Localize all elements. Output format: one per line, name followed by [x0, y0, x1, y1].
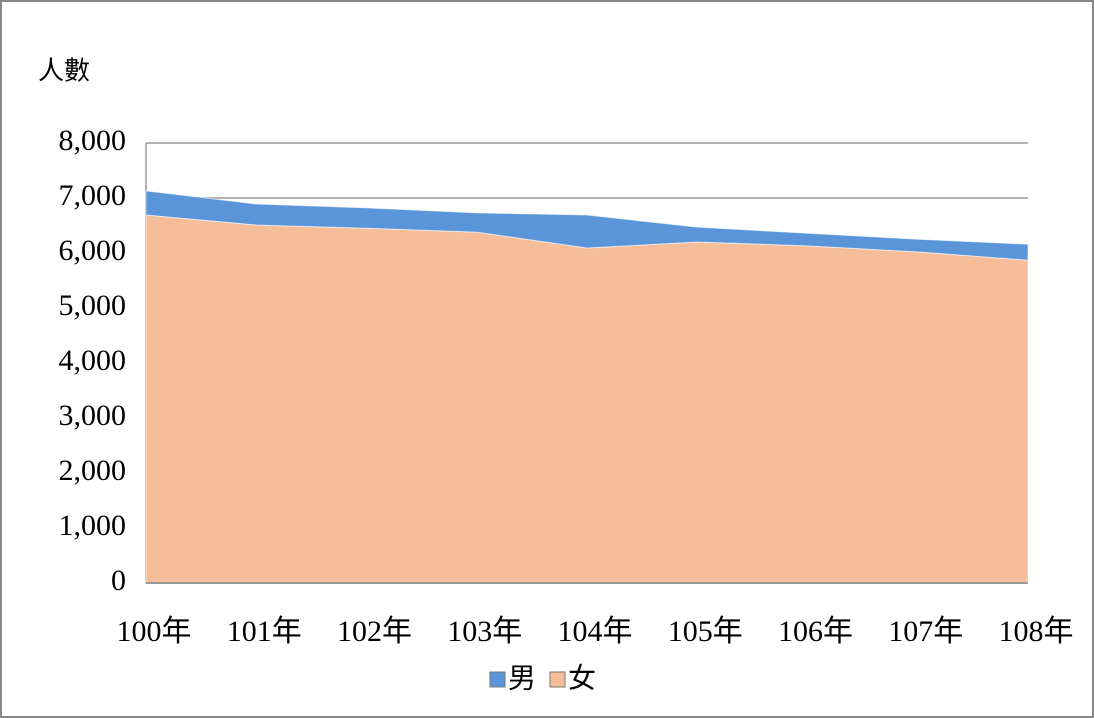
legend-swatch	[549, 671, 566, 688]
y-tick-label: 7,000	[59, 179, 127, 212]
x-tick-label: 105年	[668, 615, 743, 648]
y-axis-title: 人數	[38, 57, 90, 87]
legend-label: 男	[508, 663, 536, 694]
legend-swatch	[489, 671, 506, 688]
y-tick-label: 3,000	[59, 399, 127, 432]
x-tick-label: 108年	[999, 615, 1074, 648]
x-tick-label: 106年	[778, 615, 853, 648]
x-tick-label: 107年	[888, 615, 963, 648]
x-tick-label: 101年	[227, 615, 302, 648]
area	[145, 214, 1029, 584]
y-tick-label: 6,000	[59, 234, 127, 267]
y-tick-label: 1,000	[59, 509, 127, 542]
y-tick-label: 2,000	[59, 454, 127, 487]
y-tick-label: 5,000	[59, 289, 127, 322]
y-tick-label: 0	[111, 564, 126, 597]
y-tick-label: 8,000	[59, 124, 127, 157]
x-tick-label: 102年	[337, 615, 412, 648]
y-tick-label: 4,000	[59, 344, 127, 377]
x-tick-label: 104年	[558, 615, 633, 648]
x-tick-label: 100年	[117, 615, 192, 648]
area	[145, 190, 1029, 261]
x-tick-label: 103年	[447, 615, 522, 648]
legend-label: 女	[568, 662, 596, 694]
